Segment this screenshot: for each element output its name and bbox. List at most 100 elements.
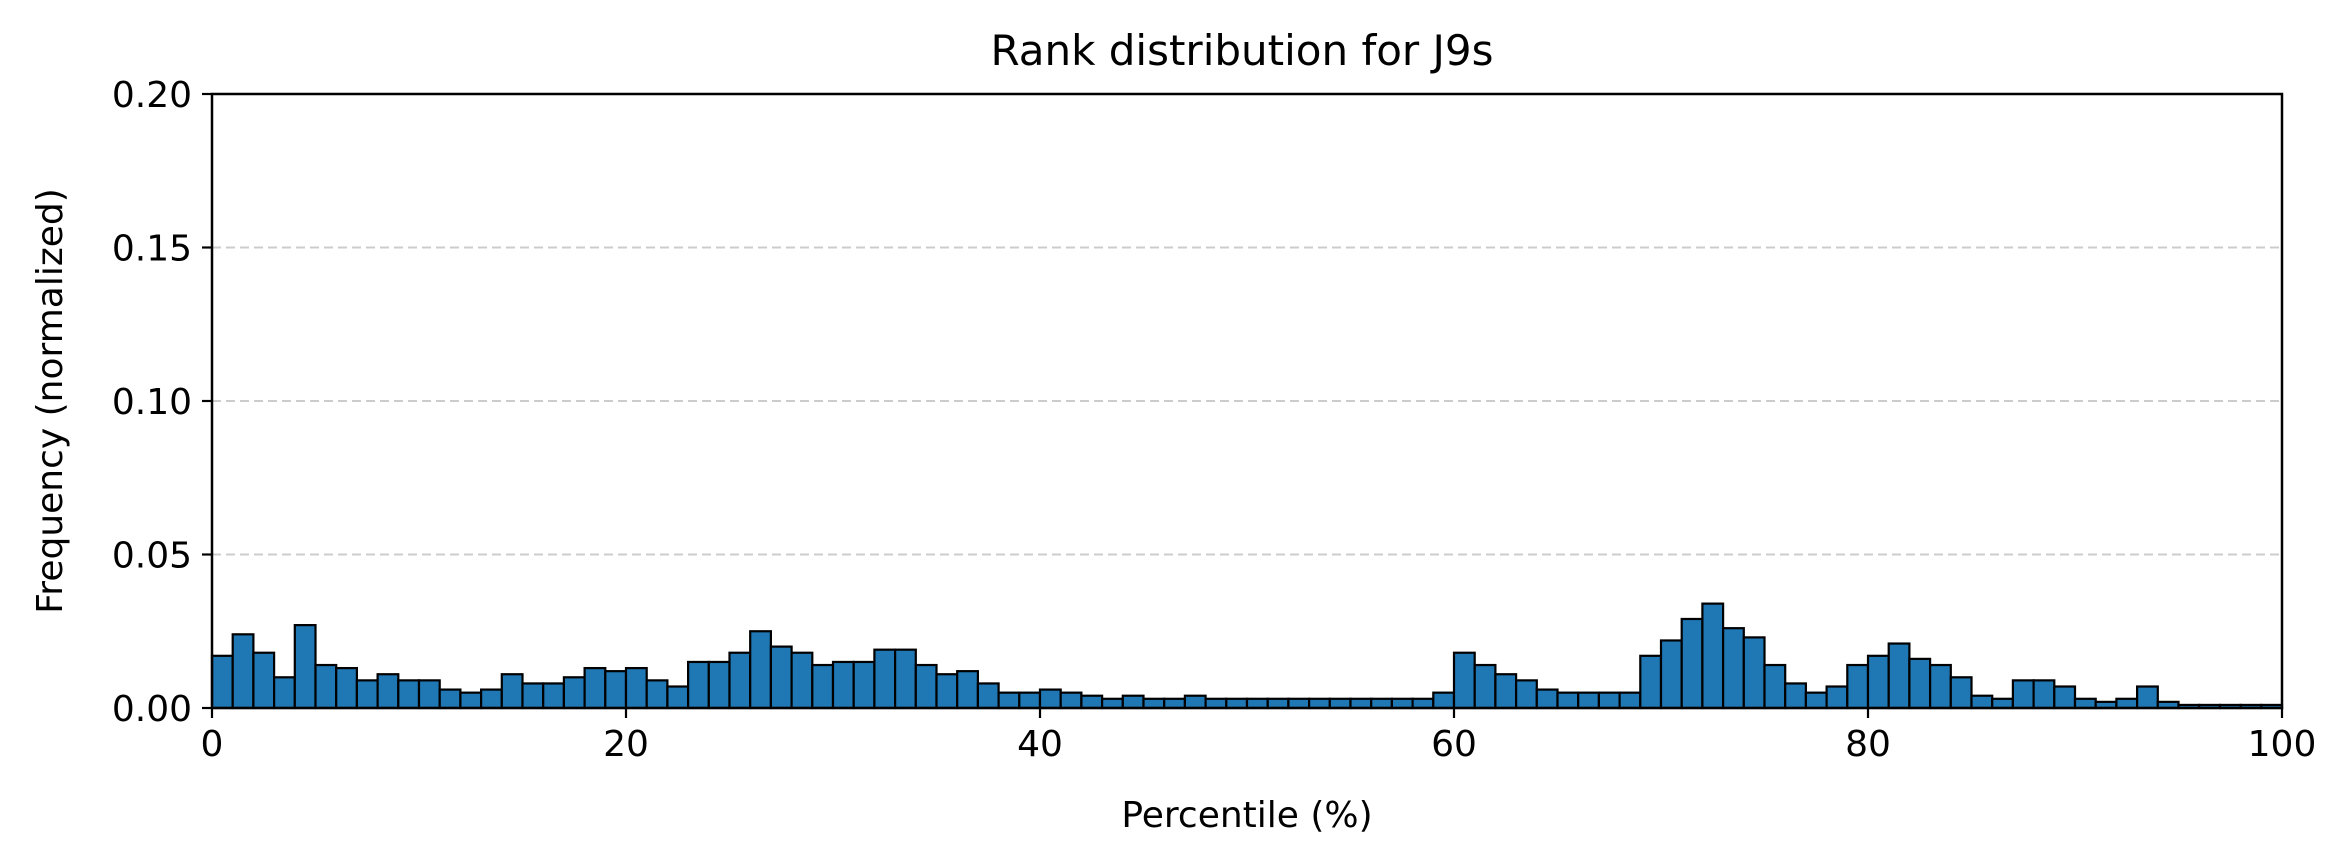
bar <box>728 651 752 710</box>
bar <box>1804 691 1828 710</box>
bar <box>355 679 379 710</box>
y-tick-label: 0.10 <box>112 382 192 423</box>
bar <box>666 685 690 710</box>
x-tick-label: 80 <box>1845 724 1891 765</box>
bar <box>1163 697 1186 710</box>
bar <box>1494 673 1518 710</box>
bar <box>976 682 1000 710</box>
bar <box>2032 679 2056 710</box>
bar <box>1370 697 1393 710</box>
bar <box>1535 688 1559 710</box>
bar <box>2115 697 2139 710</box>
bar <box>335 666 359 710</box>
bar <box>210 654 234 710</box>
bar <box>376 673 400 710</box>
y-axis-label: Frequency (normalized) <box>30 188 71 614</box>
y-tick-label: 0.00 <box>112 689 192 730</box>
bar <box>1556 691 1580 710</box>
grid-lines <box>212 246 2282 556</box>
bar <box>1763 663 1787 710</box>
bar <box>2011 679 2035 710</box>
bar <box>1018 691 1042 710</box>
bar <box>1411 697 1435 710</box>
bar <box>624 666 648 710</box>
bar <box>293 624 317 710</box>
bar <box>831 660 855 710</box>
bar <box>1452 651 1476 710</box>
bar <box>749 630 773 710</box>
bar <box>252 651 276 710</box>
bar <box>956 670 980 710</box>
bar <box>2073 697 2097 710</box>
bar <box>893 648 917 710</box>
x-tick-label: 0 <box>201 724 224 765</box>
bar <box>1721 627 1745 710</box>
bar <box>314 663 338 710</box>
x-tick-label: 40 <box>1017 724 1063 765</box>
bar <box>1887 642 1911 710</box>
bar <box>1328 697 1352 710</box>
bar <box>562 676 586 710</box>
bar <box>480 688 503 710</box>
bar <box>1577 691 1600 710</box>
bar <box>1432 691 1456 710</box>
bar <box>1949 676 1973 710</box>
bar <box>1121 694 1145 710</box>
bar <box>1225 697 1249 710</box>
bar <box>1908 657 1932 710</box>
bar <box>1680 617 1704 710</box>
bar <box>1991 697 2014 710</box>
bar <box>1266 697 1290 710</box>
bar <box>1100 697 1124 710</box>
bar <box>811 663 835 710</box>
x-tick-label: 20 <box>603 724 649 765</box>
bar <box>645 679 669 710</box>
bar <box>1846 663 1870 710</box>
bar <box>790 651 814 710</box>
bar <box>686 660 710 710</box>
y-tick-label: 0.20 <box>112 75 192 116</box>
bar <box>1701 602 1725 710</box>
bar <box>1970 694 1994 710</box>
y-tick-label: 0.15 <box>112 229 192 270</box>
bar <box>1307 697 1331 710</box>
bar <box>231 633 255 710</box>
bar <box>914 663 938 710</box>
bar <box>1183 694 1207 710</box>
bar <box>273 676 296 710</box>
bar <box>1204 697 1228 710</box>
bar <box>1866 654 1890 710</box>
bar <box>1245 697 1269 710</box>
bar <box>417 679 441 710</box>
bar <box>1514 679 1538 710</box>
bar <box>1038 688 1062 710</box>
chart-title: Rank distribution for J9s <box>990 26 1493 75</box>
y-tick-label: 0.05 <box>112 536 192 577</box>
bar <box>1142 697 1166 710</box>
bar <box>997 691 1021 710</box>
bar <box>852 660 876 710</box>
bar <box>2136 685 2159 710</box>
bar <box>2053 685 2077 710</box>
x-axis-label: Percentile (%) <box>1121 795 1372 836</box>
bar <box>1287 697 1311 710</box>
bar <box>1659 639 1683 710</box>
bar <box>521 682 545 710</box>
bar <box>1928 663 1952 710</box>
bar <box>1639 654 1663 710</box>
bar <box>459 691 483 710</box>
bar <box>707 660 731 710</box>
bar <box>1349 697 1373 710</box>
bar <box>935 673 959 710</box>
x-axis-ticks: 0 20 40 60 80 100 <box>201 708 2317 765</box>
bar <box>1390 697 1414 710</box>
x-tick-label: 60 <box>1431 724 1477 765</box>
bar <box>1059 691 1083 710</box>
bar <box>397 679 421 710</box>
histogram-bars <box>210 602 2284 710</box>
bar <box>769 645 793 710</box>
x-tick-label: 100 <box>2248 724 2317 765</box>
bar <box>1784 682 1807 710</box>
bar <box>873 648 897 710</box>
